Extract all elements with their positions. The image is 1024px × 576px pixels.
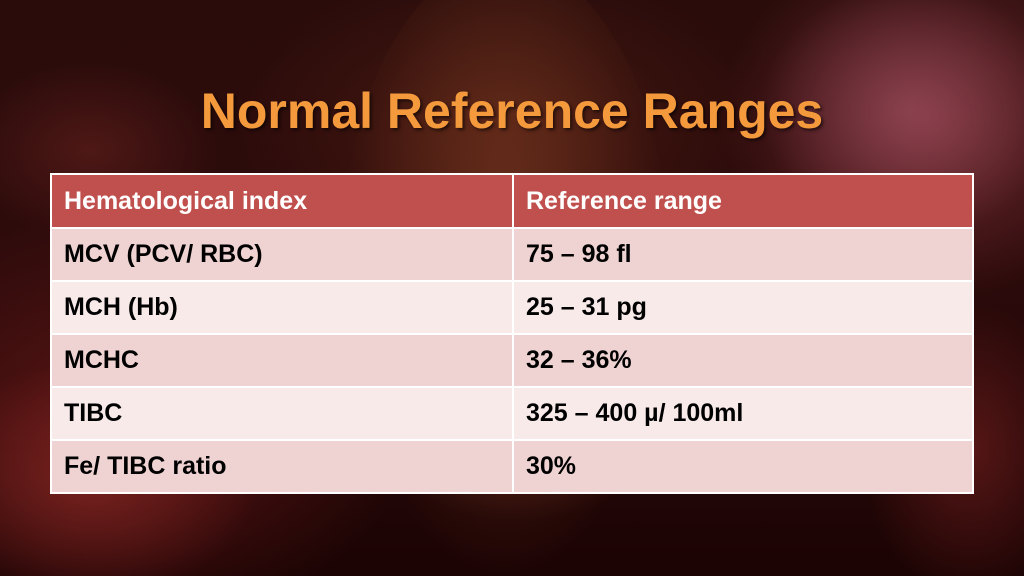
slide-title: Normal Reference Ranges xyxy=(200,83,824,139)
index-cell: MCHC xyxy=(50,333,514,388)
index-cell: MCH (Hb) xyxy=(50,280,514,335)
table-row: MCH (Hb) 25 – 31 pg xyxy=(50,280,974,335)
range-cell: 30% xyxy=(512,439,974,494)
table-header-row: Hematological index Reference range xyxy=(50,173,974,229)
index-cell: TIBC xyxy=(50,386,514,441)
table-row: MCV (PCV/ RBC) 75 – 98 fl xyxy=(50,227,974,282)
range-cell: 25 – 31 pg xyxy=(512,280,974,335)
range-cell: 75 – 98 fl xyxy=(512,227,974,282)
range-cell: 32 – 36% xyxy=(512,333,974,388)
column-header-hematological-index: Hematological index xyxy=(50,173,514,229)
table-row: TIBC 325 – 400 µ/ 100ml xyxy=(50,386,974,441)
reference-range-table: Hematological index Reference range MCV … xyxy=(50,173,974,494)
column-header-reference-range: Reference range xyxy=(512,173,974,229)
table-row: Fe/ TIBC ratio 30% xyxy=(50,439,974,494)
table-row: MCHC 32 – 36% xyxy=(50,333,974,388)
range-cell: 325 – 400 µ/ 100ml xyxy=(512,386,974,441)
index-cell: MCV (PCV/ RBC) xyxy=(50,227,514,282)
index-cell: Fe/ TIBC ratio xyxy=(50,439,514,494)
